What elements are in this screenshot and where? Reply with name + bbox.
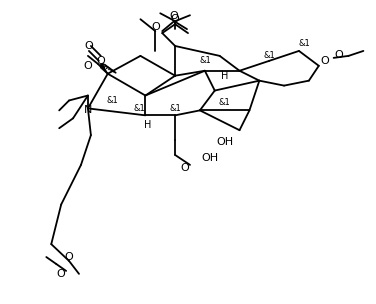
Text: O: O: [96, 56, 105, 66]
Text: O: O: [151, 22, 160, 32]
Text: &1: &1: [200, 56, 212, 65]
Text: O: O: [180, 163, 190, 173]
Text: &1: &1: [219, 98, 230, 107]
Text: O: O: [334, 50, 343, 60]
Text: &1: &1: [298, 39, 310, 47]
Text: OH: OH: [201, 153, 218, 163]
Text: O: O: [65, 252, 73, 262]
Text: O: O: [320, 56, 329, 66]
Text: H: H: [144, 120, 151, 130]
Polygon shape: [99, 63, 108, 74]
Text: O: O: [83, 61, 92, 71]
Text: N: N: [84, 105, 92, 116]
Text: O: O: [85, 41, 93, 51]
Text: O: O: [57, 269, 65, 279]
Text: &1: &1: [169, 104, 181, 113]
Text: O: O: [170, 11, 179, 21]
Text: O: O: [171, 14, 179, 24]
Text: &1: &1: [107, 96, 118, 105]
Text: &1: &1: [133, 104, 146, 113]
Text: H: H: [221, 71, 228, 81]
Text: OH: OH: [216, 137, 233, 147]
Text: &1: &1: [263, 51, 275, 60]
